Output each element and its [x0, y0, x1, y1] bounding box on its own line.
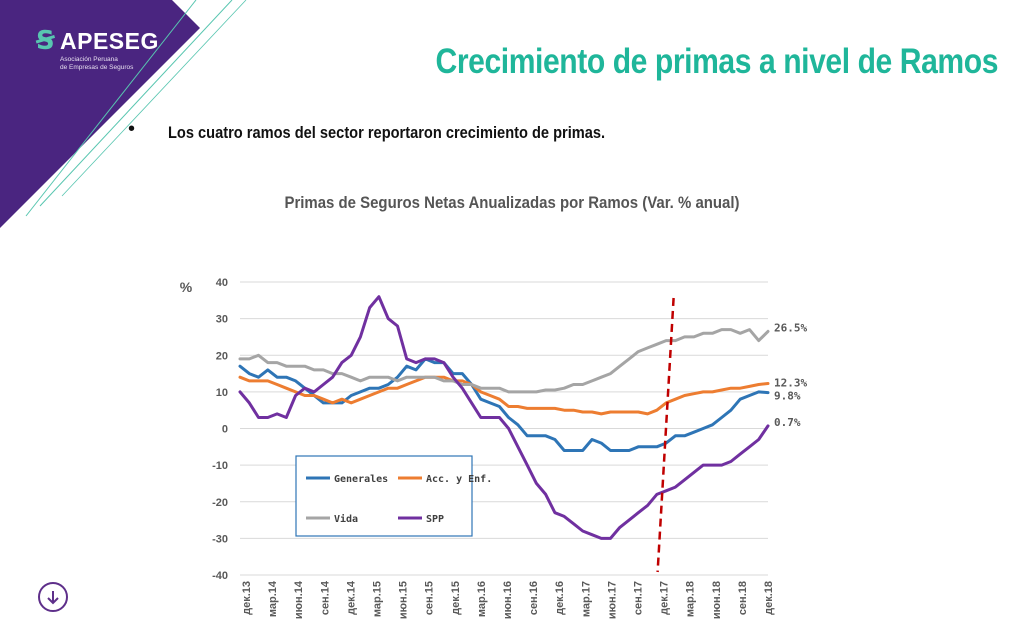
legend-box	[295, 455, 473, 537]
x-tick-label: сен.14	[319, 580, 331, 615]
logo-subtitle: Asociación Peruana de Empresas de Seguro…	[60, 56, 160, 71]
logo-subtitle-line2: de Empresas de Seguros	[60, 63, 134, 71]
y-tick-label: 10	[216, 387, 228, 399]
x-tick-label: мар.14	[267, 580, 279, 617]
legend-label: Vida	[334, 513, 358, 525]
x-tick-label: сен.15	[424, 581, 436, 615]
x-tick-label: мар.16	[476, 581, 488, 617]
logo-subtitle-line1: Asociación Peruana	[60, 56, 118, 63]
legend-label: Acc. y Enf.	[426, 474, 492, 485]
x-tick-label: мар.18	[685, 581, 697, 617]
corner-decoration	[0, 0, 247, 228]
y-tick-label: 40	[216, 277, 228, 289]
x-tick-label: июн.17	[606, 581, 618, 619]
x-tick-label: сен.17	[633, 581, 645, 615]
data-label: 9.8%	[774, 390, 801, 403]
marker-dashed-line	[656, 297, 675, 573]
bullet-dot: •	[128, 118, 136, 140]
series-line-acc-y-enf-	[238, 375, 770, 416]
logo-s-icon: Ꞩ	[36, 26, 55, 56]
logo-name: APESEG	[60, 28, 159, 54]
data-label: 12.3%	[774, 376, 807, 389]
y-tick-label: -30	[212, 533, 228, 545]
chart-title: Primas de Seguros Netas Anualizadas por …	[284, 193, 740, 212]
data-label: 0.7%	[774, 416, 801, 429]
x-tick-label: дек.15	[450, 581, 462, 615]
x-tick-label: июн.18	[711, 581, 723, 619]
x-tick-label: дек.16	[554, 581, 566, 615]
x-tick-label: сен.16	[528, 581, 540, 615]
series-line-spp	[238, 295, 770, 540]
y-tick-label: -40	[212, 570, 228, 582]
y-axis-label: %	[180, 279, 193, 295]
legend-label: SPP	[426, 514, 444, 525]
x-tick-label: дек.14	[345, 580, 357, 615]
x-tick-label: дек.17	[659, 581, 671, 615]
series-line-vida	[238, 328, 770, 394]
legend-label: Generales	[334, 474, 388, 485]
y-tick-label: -20	[212, 497, 228, 509]
x-tick-label: дек.18	[763, 581, 775, 615]
series-line-generales	[238, 357, 770, 452]
data-label: 26.5%	[774, 321, 807, 334]
slide-title: Crecimiento de primas a nivel de Ramos	[435, 42, 999, 81]
y-tick-label: 30	[216, 314, 228, 326]
x-tick-label: сен.18	[737, 581, 749, 615]
x-tick-label: июн.14	[293, 580, 305, 619]
y-tick-label: -10	[212, 460, 228, 472]
x-tick-label: дек.13	[241, 581, 253, 615]
arrow-down-icon	[47, 591, 59, 605]
apeseg-logo: Ꞩ APESEG Asociación Peruana de Empresas …	[36, 26, 159, 72]
y-tick-label: 20	[216, 350, 228, 362]
x-tick-label: мар.15	[372, 581, 384, 617]
x-tick-label: мар.17	[580, 581, 592, 617]
x-tick-label: июн.15	[398, 581, 410, 619]
download-button[interactable]	[38, 582, 68, 612]
y-tick-label: 0	[222, 424, 228, 436]
bullet-text: Los cuatro ramos del sector reportaron c…	[168, 123, 606, 142]
x-tick-label: июн.16	[502, 581, 514, 619]
